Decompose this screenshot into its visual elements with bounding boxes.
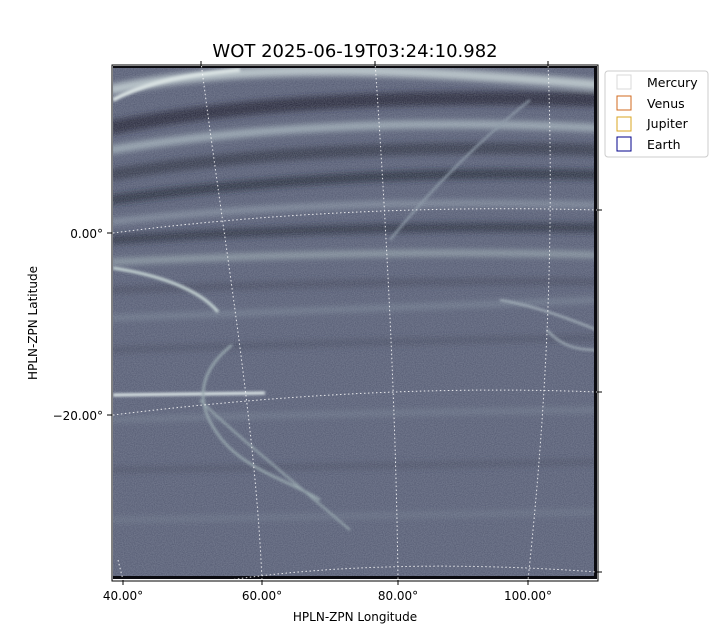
- image-noise: [113, 66, 597, 579]
- legend-label: Venus: [647, 96, 685, 111]
- legend-label: Mercury: [647, 75, 698, 90]
- legend-label: Jupiter: [646, 116, 689, 131]
- image-edge-bottom: [113, 576, 597, 579]
- legend-item-jupiter: Jupiter: [616, 116, 689, 132]
- grid-lat-minus40: [233, 565, 597, 579]
- x-tick-label: 60.00°: [242, 589, 282, 603]
- axes-frame: [111, 64, 599, 582]
- legend-label: Earth: [647, 137, 681, 152]
- right-ticks: [597, 209, 602, 573]
- left-ticks: [107, 232, 112, 416]
- y-tick-label: −20.00°: [53, 409, 103, 423]
- legend-swatch: [616, 95, 632, 111]
- legend-swatch: [616, 116, 632, 132]
- y-tick-label: 0.00°: [70, 227, 103, 241]
- grid-lat-0: [113, 208, 597, 234]
- grid-lon-60: [201, 66, 263, 579]
- legend-swatch: [616, 136, 632, 152]
- y-axis-label: HPLN-ZPN Latitude: [26, 266, 40, 380]
- top-ticks: [200, 61, 549, 66]
- grid-lat-minus20: [113, 389, 597, 416]
- chart-title: WOT 2025-06-19T03:24:10.982: [212, 41, 497, 62]
- coordinate-grid: [113, 66, 597, 579]
- legend-item-earth: Earth: [616, 136, 681, 152]
- grid-lon-80: [374, 66, 399, 579]
- legend-item-mercury: Mercury: [616, 74, 698, 90]
- grid-lon-100: [527, 66, 551, 579]
- legend-swatch: [616, 74, 632, 90]
- image-edge-top: [113, 66, 597, 68]
- legend: Mercury Venus Jupiter Earth: [604, 70, 709, 158]
- legend-item-venus: Venus: [616, 95, 685, 111]
- x-axis-label: HPLN-ZPN Longitude: [293, 610, 417, 624]
- legend-frame: [604, 70, 709, 158]
- grid-lon-40: [117, 559, 124, 579]
- x-tick-label: 100.00°: [504, 589, 552, 603]
- image-edge-right: [594, 66, 597, 579]
- plot-area: [113, 66, 597, 579]
- bottom-ticks: [122, 580, 529, 585]
- x-tick-label: 80.00°: [378, 589, 418, 603]
- x-tick-label: 40.00°: [103, 589, 143, 603]
